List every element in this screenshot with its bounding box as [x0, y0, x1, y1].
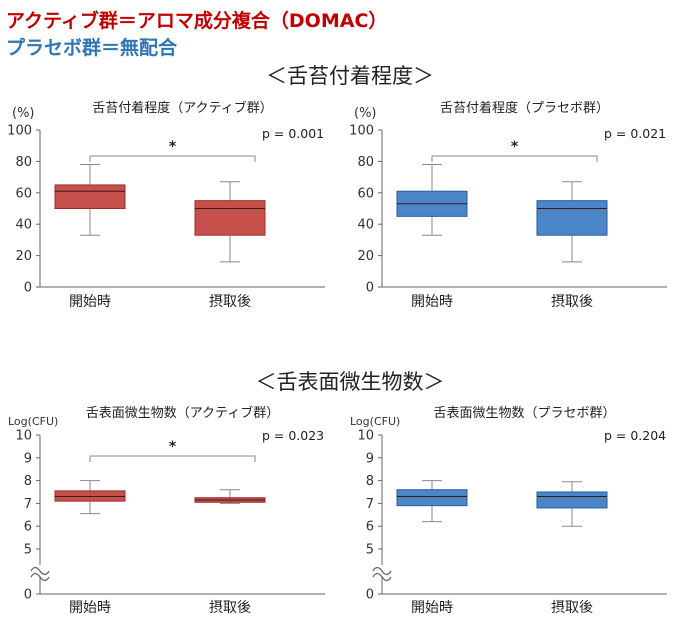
legend-active-group: アクティブ群＝アロマ成分複合（DOMAC）: [6, 10, 388, 32]
y-tick-label: 7: [366, 497, 374, 512]
y-tick-label: 100: [7, 124, 32, 139]
chart-title: 舌表面微生物数（アクティブ群）: [86, 405, 280, 421]
box-iqr: [194, 200, 266, 236]
significance-star: *: [169, 439, 177, 455]
y-tick-label: 40: [357, 218, 374, 233]
y-axis-label: (%): [354, 106, 377, 121]
significance-star: *: [511, 139, 519, 155]
y-tick-label: 40: [15, 218, 32, 233]
chart-title: 舌表面微生物数（プラセボ群）: [433, 406, 615, 421]
y-tick-label: 100: [349, 124, 374, 139]
y-tick-label: 60: [357, 186, 374, 201]
y-tick-label: 0: [366, 281, 374, 296]
axis-break-mark: [372, 566, 392, 576]
p-value-label: p = 0.021: [604, 126, 666, 141]
chart-microbes-placebo: 舌表面微生物数（プラセボ群） Log(CFU) 0 5 6 7 8 9 10 開始時 摂取後 p = …: [350, 406, 667, 616]
y-tick-label: 10: [15, 429, 32, 444]
section-title-microbes: ＜舌表面微生物数＞: [255, 370, 445, 394]
y-tick-label: 8: [366, 474, 374, 489]
y-tick-label: 8: [24, 474, 32, 489]
y-tick-label: 0: [24, 588, 32, 603]
y-tick-label: 9: [24, 451, 32, 466]
significance-bracket: [431, 155, 598, 162]
y-tick-label: 5: [24, 543, 32, 558]
box-iqr: [54, 184, 126, 209]
y-tick-label: 10: [357, 429, 374, 444]
y-tick-label: 0: [24, 281, 32, 296]
significance-star: *: [169, 139, 177, 155]
y-axis-label: Log(CFU): [8, 415, 58, 428]
x-category-label: 摂取後: [551, 600, 593, 616]
x-category-label: 開始時: [69, 294, 111, 310]
y-tick-label: 80: [15, 155, 32, 170]
p-value-label: p = 0.023: [262, 428, 324, 443]
x-category-label: 摂取後: [209, 600, 251, 616]
y-tick-label: 80: [357, 155, 374, 170]
chart-title: 舌苔付着程度（プラセボ群）: [440, 100, 609, 116]
box-iqr: [536, 491, 608, 509]
y-tick-label: 7: [24, 497, 32, 512]
legend-placebo-group: プラセボ群＝無配合: [6, 37, 178, 59]
axis-break-mark: [30, 572, 50, 582]
x-category-label: 摂取後: [209, 294, 251, 310]
p-value-label: p = 0.204: [604, 428, 666, 443]
chart-coating-placebo: 舌苔付着程度（プラセボ群） (%) 0 20 40 60 80 100 開始時 摂取後 p = 0.…: [349, 100, 667, 310]
y-tick-label: 5: [366, 543, 374, 558]
y-tick-label: 20: [15, 249, 32, 264]
chart-title: 舌苔付着程度（アクティブ群）: [92, 100, 273, 116]
x-category-label: 開始時: [411, 294, 453, 310]
p-value-label: p = 0.001: [262, 126, 324, 141]
y-axis-label: (%): [12, 106, 35, 121]
y-tick-label: 0: [366, 588, 374, 603]
section-title-coating: ＜舌苔付着程度＞: [266, 64, 434, 88]
y-tick-label: 6: [24, 520, 32, 535]
axis-break-mark: [30, 566, 50, 576]
y-tick-label: 6: [366, 520, 374, 535]
x-category-label: 開始時: [411, 600, 453, 616]
x-category-label: 摂取後: [551, 294, 593, 310]
chart-coating-active: 舌苔付着程度（アクティブ群） (%) 0 20 40 60 80 100 開始時 摂取後 p = 0…: [7, 100, 325, 310]
box-iqr: [396, 489, 468, 507]
axis-break-mark: [372, 572, 392, 582]
significance-bracket: [89, 455, 256, 462]
y-tick-label: 9: [366, 451, 374, 466]
y-tick-label: 20: [357, 249, 374, 264]
box-iqr: [54, 490, 126, 502]
significance-bracket: [89, 155, 256, 162]
y-axis-label: Log(CFU): [350, 415, 400, 428]
x-category-label: 開始時: [69, 600, 111, 616]
chart-microbes-active: 舌表面微生物数（アクティブ群） Log(CFU) 0 5 6 7 8 9 10 開始時 摂取後 p =…: [8, 405, 325, 616]
y-tick-label: 60: [15, 186, 32, 201]
box-iqr: [536, 200, 608, 236]
